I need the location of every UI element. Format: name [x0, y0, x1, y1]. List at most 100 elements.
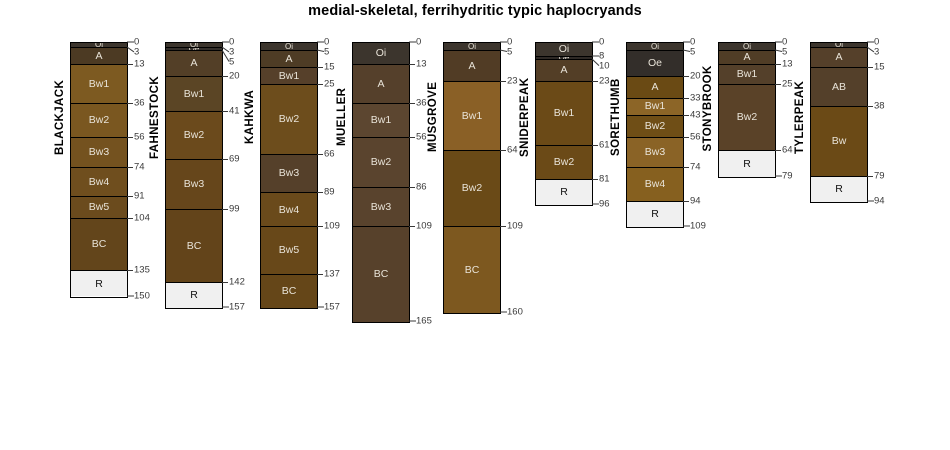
horizon-band[interactable]: Bw1 [444, 81, 500, 152]
horizon-label: Bw2 [736, 111, 758, 124]
horizon-band[interactable]: Bw1 [627, 98, 683, 116]
horizon-band[interactable]: A [444, 51, 500, 82]
depth-tick-label: 5 [507, 46, 513, 58]
depth-tick [127, 167, 133, 169]
depth-tick [409, 187, 415, 189]
horizon-band[interactable]: Bw2 [261, 85, 317, 155]
horizon-band[interactable]: BC [166, 210, 222, 283]
horizon-band[interactable]: Bw [811, 107, 867, 177]
horizon-band[interactable]: Bw1 [353, 103, 409, 138]
profile-column[interactable]: Oi A Bw1 Bw2 Bw3 Bw4 Bw5 BC [260, 42, 318, 310]
horizon-label: Bw1 [461, 109, 483, 122]
horizon-label: BC [281, 285, 297, 298]
horizon-band[interactable]: Oi [261, 43, 317, 52]
horizon-band[interactable]: Bw2 [166, 112, 222, 160]
horizon-band[interactable]: Bw1 [536, 81, 592, 147]
horizon-band[interactable]: Oi [627, 43, 683, 52]
horizon-label: Bw3 [183, 178, 205, 191]
horizon-band[interactable]: BC [444, 227, 500, 314]
horizon-band[interactable]: A [71, 48, 127, 65]
horizon-band[interactable]: Oi [444, 43, 500, 52]
horizon-band[interactable]: BC [353, 227, 409, 322]
tick-leader-line [500, 311, 507, 313]
horizon-band[interactable]: R [536, 179, 592, 206]
horizon-band[interactable]: Bw2 [444, 151, 500, 228]
tick-leader-line [500, 41, 507, 43]
horizon-band[interactable]: Oi [353, 43, 409, 65]
horizon-band[interactable]: Oe [627, 51, 683, 77]
horizon-band[interactable]: Bw2 [353, 137, 409, 189]
horizon-band[interactable]: R [166, 282, 222, 309]
horizon-band[interactable]: A [719, 51, 775, 65]
depth-tick [127, 195, 133, 197]
depth-tick [592, 178, 598, 180]
horizon-band[interactable]: A [536, 59, 592, 82]
horizon-band[interactable]: R [71, 271, 127, 297]
depth-tick [222, 111, 228, 113]
depth-tick-label: 15 [874, 61, 885, 73]
horizon-band[interactable]: Bw1 [719, 64, 775, 86]
profile-name-label: TYLERPEAK [794, 80, 806, 154]
horizon-label: Oi [375, 47, 387, 60]
horizon-band[interactable]: A [811, 48, 867, 69]
horizon-label: Bw [831, 135, 847, 148]
horizon-band[interactable]: Oi [536, 43, 592, 57]
horizon-label: BC [464, 264, 480, 277]
horizon-band[interactable]: Bw1 [166, 76, 222, 113]
horizon-band[interactable]: Bw3 [627, 137, 683, 169]
depth-tick-label: 36 [134, 97, 145, 109]
profile-column[interactable]: Oi A Bw1 Bw2 R [718, 42, 776, 178]
depth-tick-label: 5 [324, 46, 330, 58]
tick-leader-line [592, 203, 599, 205]
horizon-band[interactable]: Bw2 [536, 146, 592, 180]
depth-tick-label: 104 [134, 212, 150, 223]
horizon-band[interactable]: A [261, 51, 317, 69]
horizon-band[interactable]: A [627, 76, 683, 99]
horizon-label: Bw2 [370, 156, 392, 169]
horizon-band[interactable]: A [166, 51, 222, 77]
horizon-band[interactable]: Bw2 [71, 103, 127, 138]
depth-tick [775, 63, 781, 65]
horizon-band[interactable]: R [811, 176, 867, 202]
profile-column[interactable]: Oi A Bw1 Bw2 BC [443, 42, 501, 315]
horizon-band[interactable]: Bw1 [71, 64, 127, 104]
tick-leader-line [683, 41, 690, 43]
horizon-label: Bw4 [278, 203, 300, 216]
horizon-band[interactable]: BC [71, 218, 127, 272]
horizon-label: Oi [468, 43, 476, 51]
depth-tick [867, 67, 873, 69]
horizon-band[interactable]: Bw2 [627, 115, 683, 138]
depth-tick [683, 200, 689, 202]
horizon-band[interactable]: Bw3 [261, 154, 317, 194]
horizon-band[interactable]: Bw4 [261, 193, 317, 228]
horizon-band[interactable]: Bw1 [261, 68, 317, 86]
horizon-band[interactable]: Bw3 [353, 188, 409, 228]
profile-column[interactable]: Oi A Bw1 Bw2 Bw3 Bw4 Bw5 BC R [70, 42, 128, 298]
tick-leader-line [222, 50, 230, 63]
horizon-band[interactable]: Bw5 [261, 227, 317, 275]
horizon-band[interactable]: Bw3 [71, 137, 127, 169]
depth-tick [500, 80, 506, 82]
depth-tick-label: 20 [690, 70, 701, 82]
depth-tick [317, 226, 323, 228]
horizon-band[interactable]: Oi [719, 43, 775, 52]
profile-column[interactable]: Oi A Bw1 Bw2 Bw3 BC [352, 42, 410, 323]
profile-column[interactable]: OiOeABw1Bw2R [535, 42, 593, 207]
horizon-band[interactable]: BC [261, 274, 317, 309]
horizon-band[interactable]: A [353, 64, 409, 104]
depth-tick-label: 94 [690, 195, 701, 207]
profile-column[interactable]: Oi Oe A Bw1 Bw2 Bw3 Bw4 R [626, 42, 684, 229]
horizon-band[interactable]: R [719, 151, 775, 177]
depth-tick-label: 3 [134, 46, 140, 58]
tick-leader-line [775, 175, 782, 176]
horizon-band[interactable]: Bw2 [719, 85, 775, 152]
depth-tick-label: 96 [599, 198, 610, 210]
horizon-band[interactable]: Bw4 [627, 168, 683, 202]
horizon-band[interactable]: R [627, 201, 683, 228]
profile-column[interactable]: OiOeABw1Bw2Bw3BCR [165, 42, 223, 310]
horizon-band[interactable]: Bw3 [166, 159, 222, 211]
horizon-band[interactable]: Bw5 [71, 196, 127, 219]
profile-column[interactable]: Oi A AB Bw R [810, 42, 868, 203]
horizon-band[interactable]: AB [811, 68, 867, 108]
horizon-band[interactable]: Bw4 [71, 168, 127, 197]
